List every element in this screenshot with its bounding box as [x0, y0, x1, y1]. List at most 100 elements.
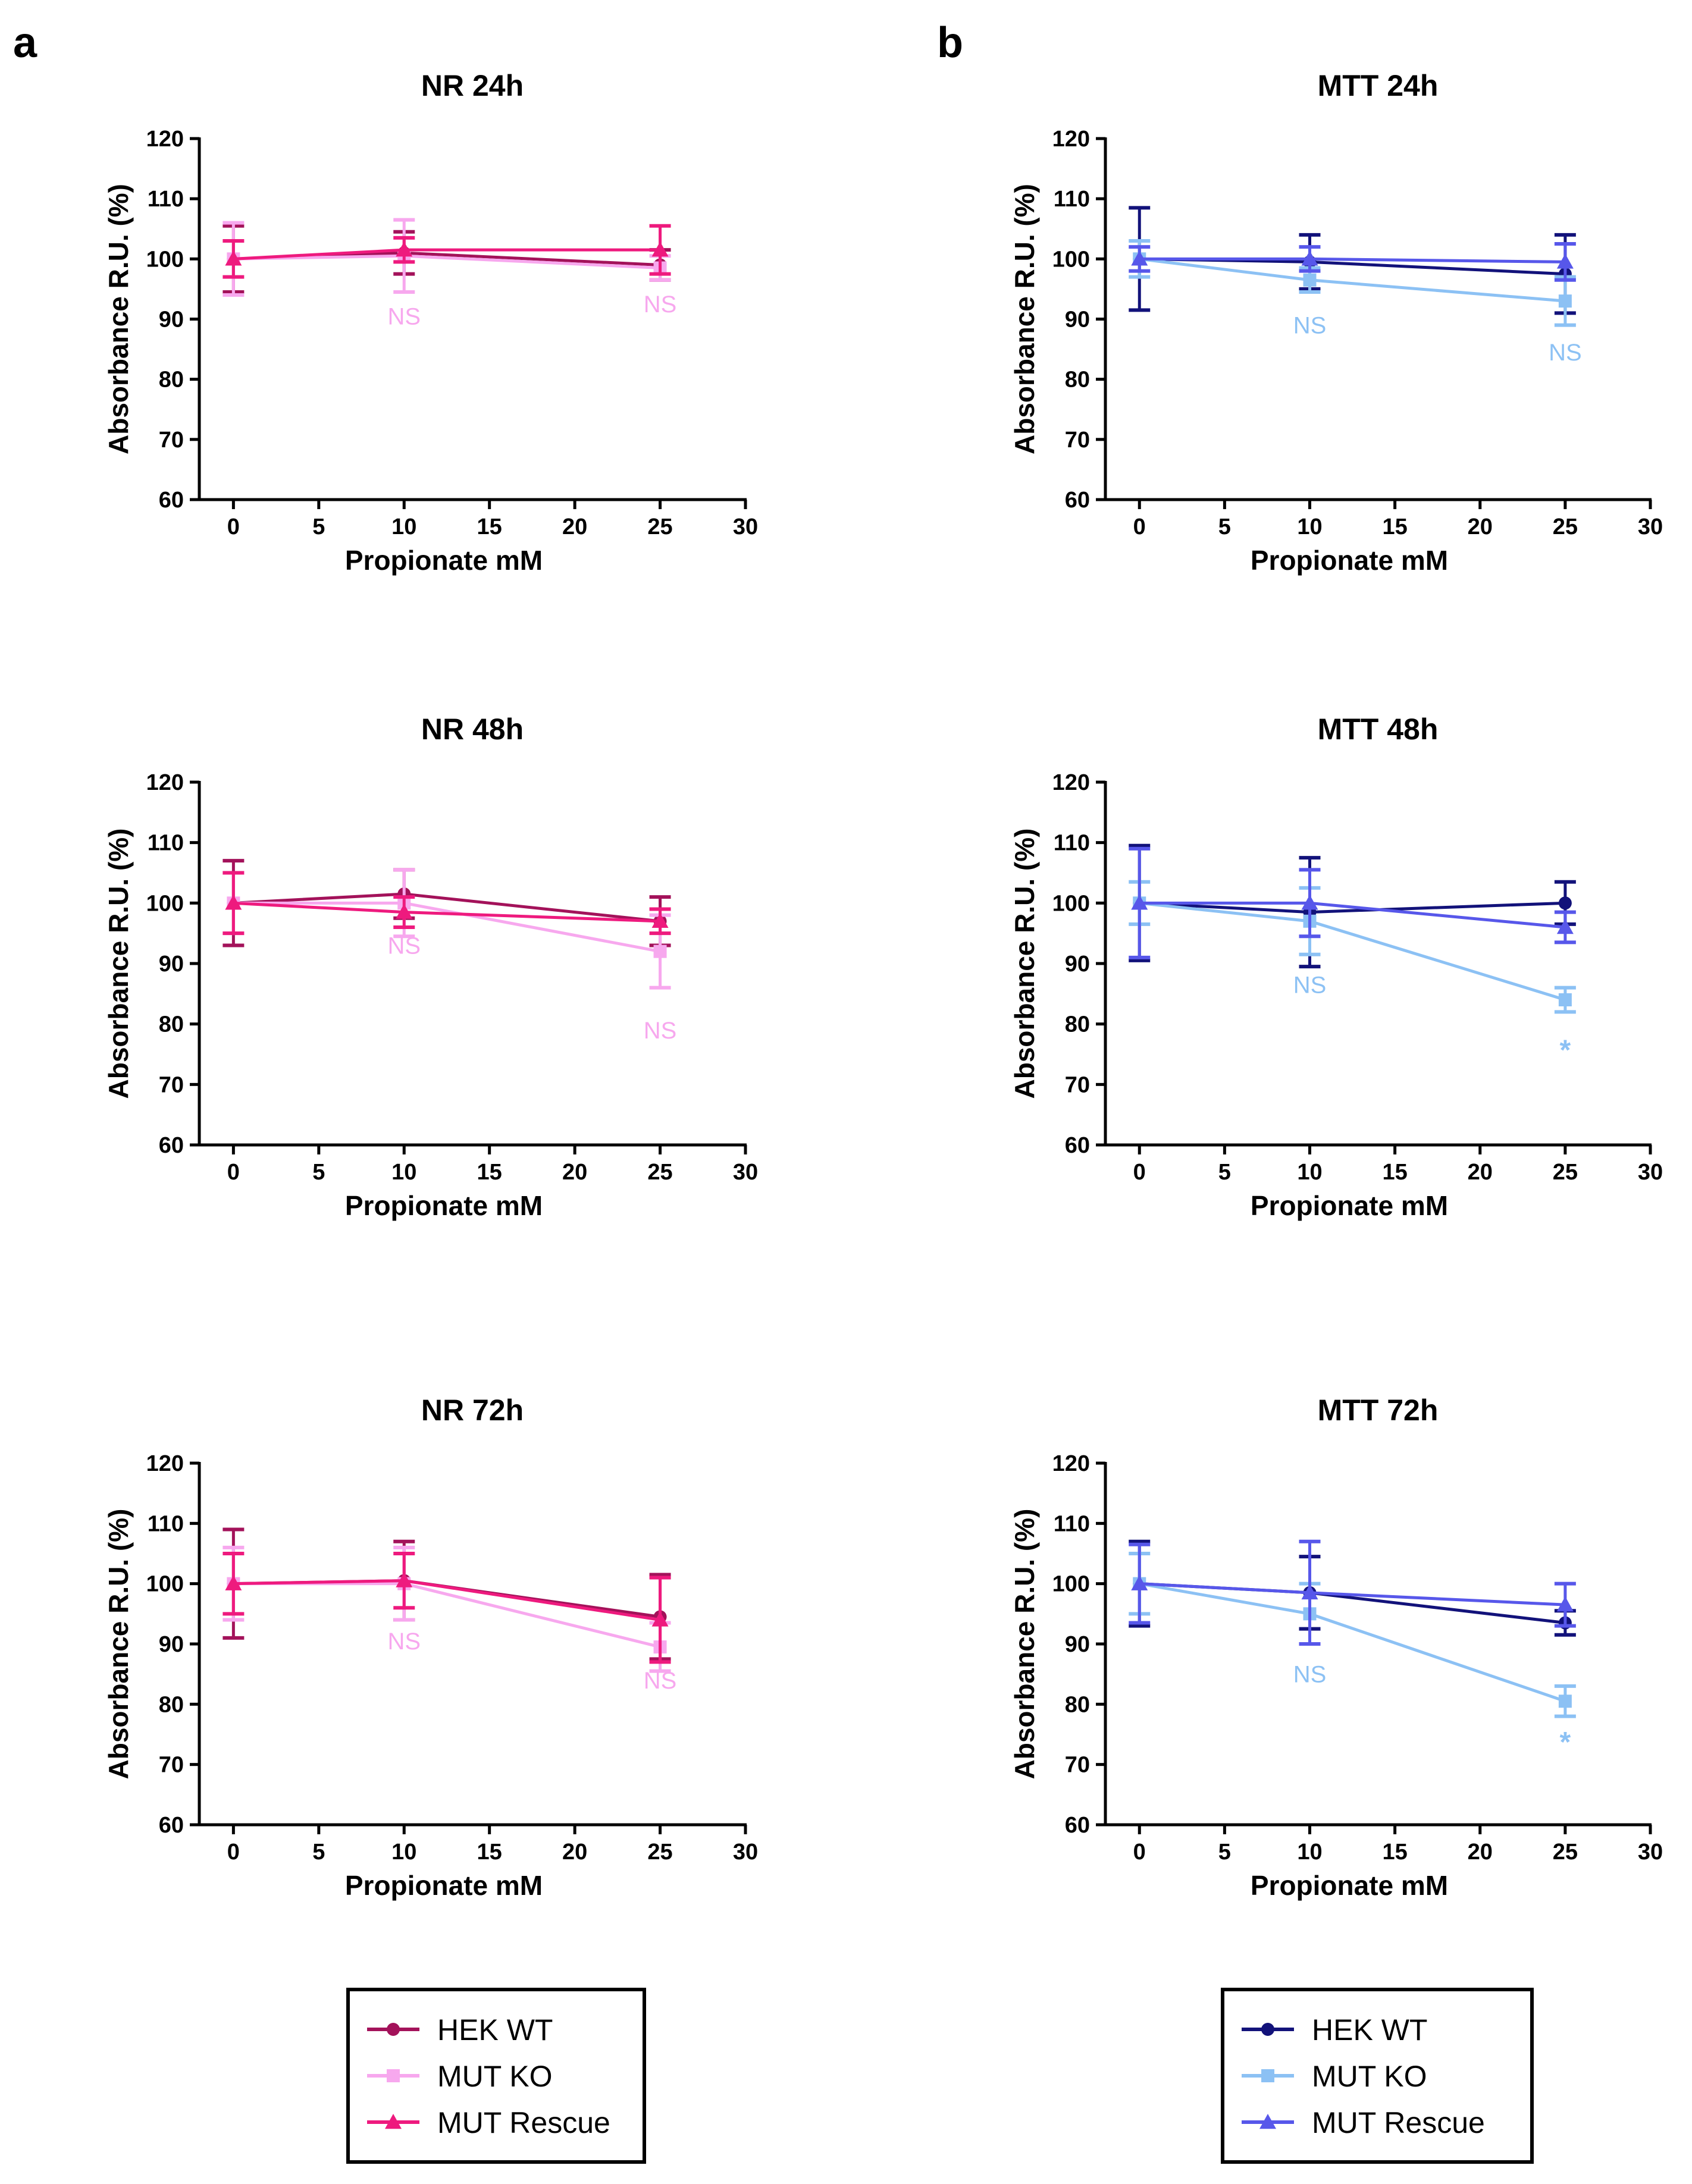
- chart-nr-72h: NR 72h 60 70 80 90 100 110 120 0 5 10 15 20 25 30 Propi…: [103, 1394, 758, 1901]
- x-tick-label: 0: [227, 1160, 240, 1185]
- panel-label-a: a: [13, 19, 37, 67]
- y-axis-label: Absorbance R.U. (%): [1009, 184, 1040, 454]
- y-tick-label: 60: [159, 1813, 184, 1838]
- legend-box: [1221, 1988, 1534, 2164]
- y-tick-label: 80: [1065, 1012, 1090, 1037]
- ns-annotation: NS: [1293, 313, 1327, 339]
- legend-label: MUT Rescue: [437, 2106, 610, 2139]
- chart-title: MTT 24h: [1318, 69, 1439, 102]
- y-tick-label: 110: [148, 1511, 184, 1536]
- ns-annotation: NS: [387, 933, 421, 959]
- data-point: [1131, 895, 1148, 910]
- y-tick-label: 120: [146, 1451, 184, 1476]
- data-point: [396, 903, 413, 919]
- series-line: [1139, 1582, 1566, 1625]
- x-tick-label: 30: [1638, 1160, 1663, 1185]
- chart-title: MTT 48h: [1318, 713, 1439, 746]
- x-tick-label: 30: [733, 1840, 758, 1865]
- legend-label: MUT KO: [1312, 2060, 1427, 2093]
- x-tick-label: 15: [477, 1160, 502, 1185]
- y-tick-label: 80: [159, 1692, 184, 1717]
- data-point: [1558, 993, 1572, 1006]
- legend-label: HEK WT: [437, 2013, 553, 2047]
- x-tick-label: 0: [227, 514, 240, 539]
- y-tick-label: 90: [1065, 952, 1090, 977]
- y-tick-label: 60: [159, 488, 184, 513]
- y-tick-label: 70: [1065, 428, 1090, 453]
- data-point: [1558, 294, 1572, 308]
- y-tick-label: 70: [159, 1753, 184, 1778]
- series-mut-rescue: [1129, 846, 1576, 959]
- data-point: [1556, 1596, 1574, 1612]
- x-tick-label: 25: [1553, 1160, 1578, 1185]
- x-tick-label: 10: [391, 1160, 416, 1185]
- y-tick-label: 90: [159, 952, 184, 977]
- x-tick-label: 25: [647, 514, 672, 539]
- y-tick-label: 100: [1052, 1572, 1090, 1597]
- data-point: [1556, 253, 1574, 269]
- y-axis-label: Absorbance R.U. (%): [103, 1509, 134, 1780]
- y-tick-label: 120: [1052, 770, 1090, 795]
- series-mut-rescue: [1129, 242, 1576, 282]
- y-axis-label: Absorbance R.U. (%): [1009, 1509, 1040, 1780]
- x-tick-label: 20: [562, 514, 587, 539]
- x-tick-label: 10: [391, 514, 416, 539]
- series-mut-ko: [1129, 239, 1576, 327]
- x-tick-label: 15: [1382, 514, 1407, 539]
- y-tick-label: 60: [1065, 1133, 1090, 1158]
- data-point: [1556, 919, 1574, 934]
- legend-marker: [387, 2023, 400, 2036]
- series-line: [233, 1579, 660, 1621]
- series-line: [1139, 901, 1566, 1002]
- series-mut-rescue: [223, 871, 671, 936]
- ns-annotation: NS: [644, 1668, 677, 1694]
- y-tick-label: 120: [1052, 1451, 1090, 1476]
- ns-annotation: NS: [387, 1628, 421, 1655]
- x-tick-label: 5: [312, 514, 325, 539]
- x-tick-label: 5: [312, 1840, 325, 1865]
- y-tick-label: 100: [1052, 247, 1090, 272]
- ns-annotation: NS: [644, 291, 677, 318]
- y-tick-label: 100: [1052, 891, 1090, 916]
- x-tick-label: 20: [1468, 1840, 1493, 1865]
- series-line: [233, 901, 661, 953]
- x-tick-label: 20: [1468, 1160, 1493, 1185]
- x-tick-label: 10: [1297, 514, 1322, 539]
- legend-marker: [1261, 2023, 1274, 2036]
- series-mut-rescue: [223, 1552, 671, 1664]
- x-axis-label: Propionate mM: [1251, 1190, 1448, 1221]
- y-axis-label: Absorbance R.U. (%): [103, 184, 134, 454]
- y-tick-label: 70: [1065, 1753, 1090, 1778]
- x-tick-label: 5: [1218, 1160, 1231, 1185]
- chart-title: NR 48h: [421, 713, 524, 746]
- x-tick-label: 15: [477, 514, 502, 539]
- legend-marker: [387, 2069, 400, 2082]
- panel-label-b: b: [937, 19, 963, 67]
- y-tick-label: 100: [146, 891, 184, 916]
- y-tick-label: 110: [1054, 831, 1090, 856]
- data-point: [1301, 250, 1318, 266]
- data-point: [396, 1572, 413, 1587]
- y-tick-label: 110: [1054, 1511, 1090, 1536]
- x-tick-label: 15: [1382, 1840, 1407, 1865]
- series-mut-ko: [1129, 1552, 1576, 1718]
- x-tick-label: 0: [1133, 1840, 1146, 1865]
- chart-title: NR 72h: [421, 1394, 524, 1427]
- x-axis-label: Propionate mM: [1251, 1870, 1448, 1901]
- data-point: [653, 944, 667, 958]
- ns-annotation: NS: [387, 303, 421, 330]
- x-tick-label: 5: [1218, 1840, 1231, 1865]
- data-point: [225, 250, 242, 266]
- y-tick-label: 100: [146, 247, 184, 272]
- data-point: [1303, 273, 1317, 287]
- y-tick-label: 70: [159, 1072, 184, 1097]
- y-tick-label: 100: [146, 1572, 184, 1597]
- chart-nr-24h: NR 24h 60 70 80 90 100 110 120 0 5 10 15 20 25 30 Propi…: [103, 69, 758, 576]
- ns-annotation: NS: [1293, 972, 1327, 999]
- x-axis-label: Propionate mM: [345, 545, 543, 576]
- ns-annotation: NS: [1549, 340, 1582, 366]
- y-tick-label: 80: [159, 1012, 184, 1037]
- data-point: [1301, 895, 1318, 910]
- chart-title: NR 24h: [421, 69, 524, 102]
- x-tick-label: 20: [562, 1160, 587, 1185]
